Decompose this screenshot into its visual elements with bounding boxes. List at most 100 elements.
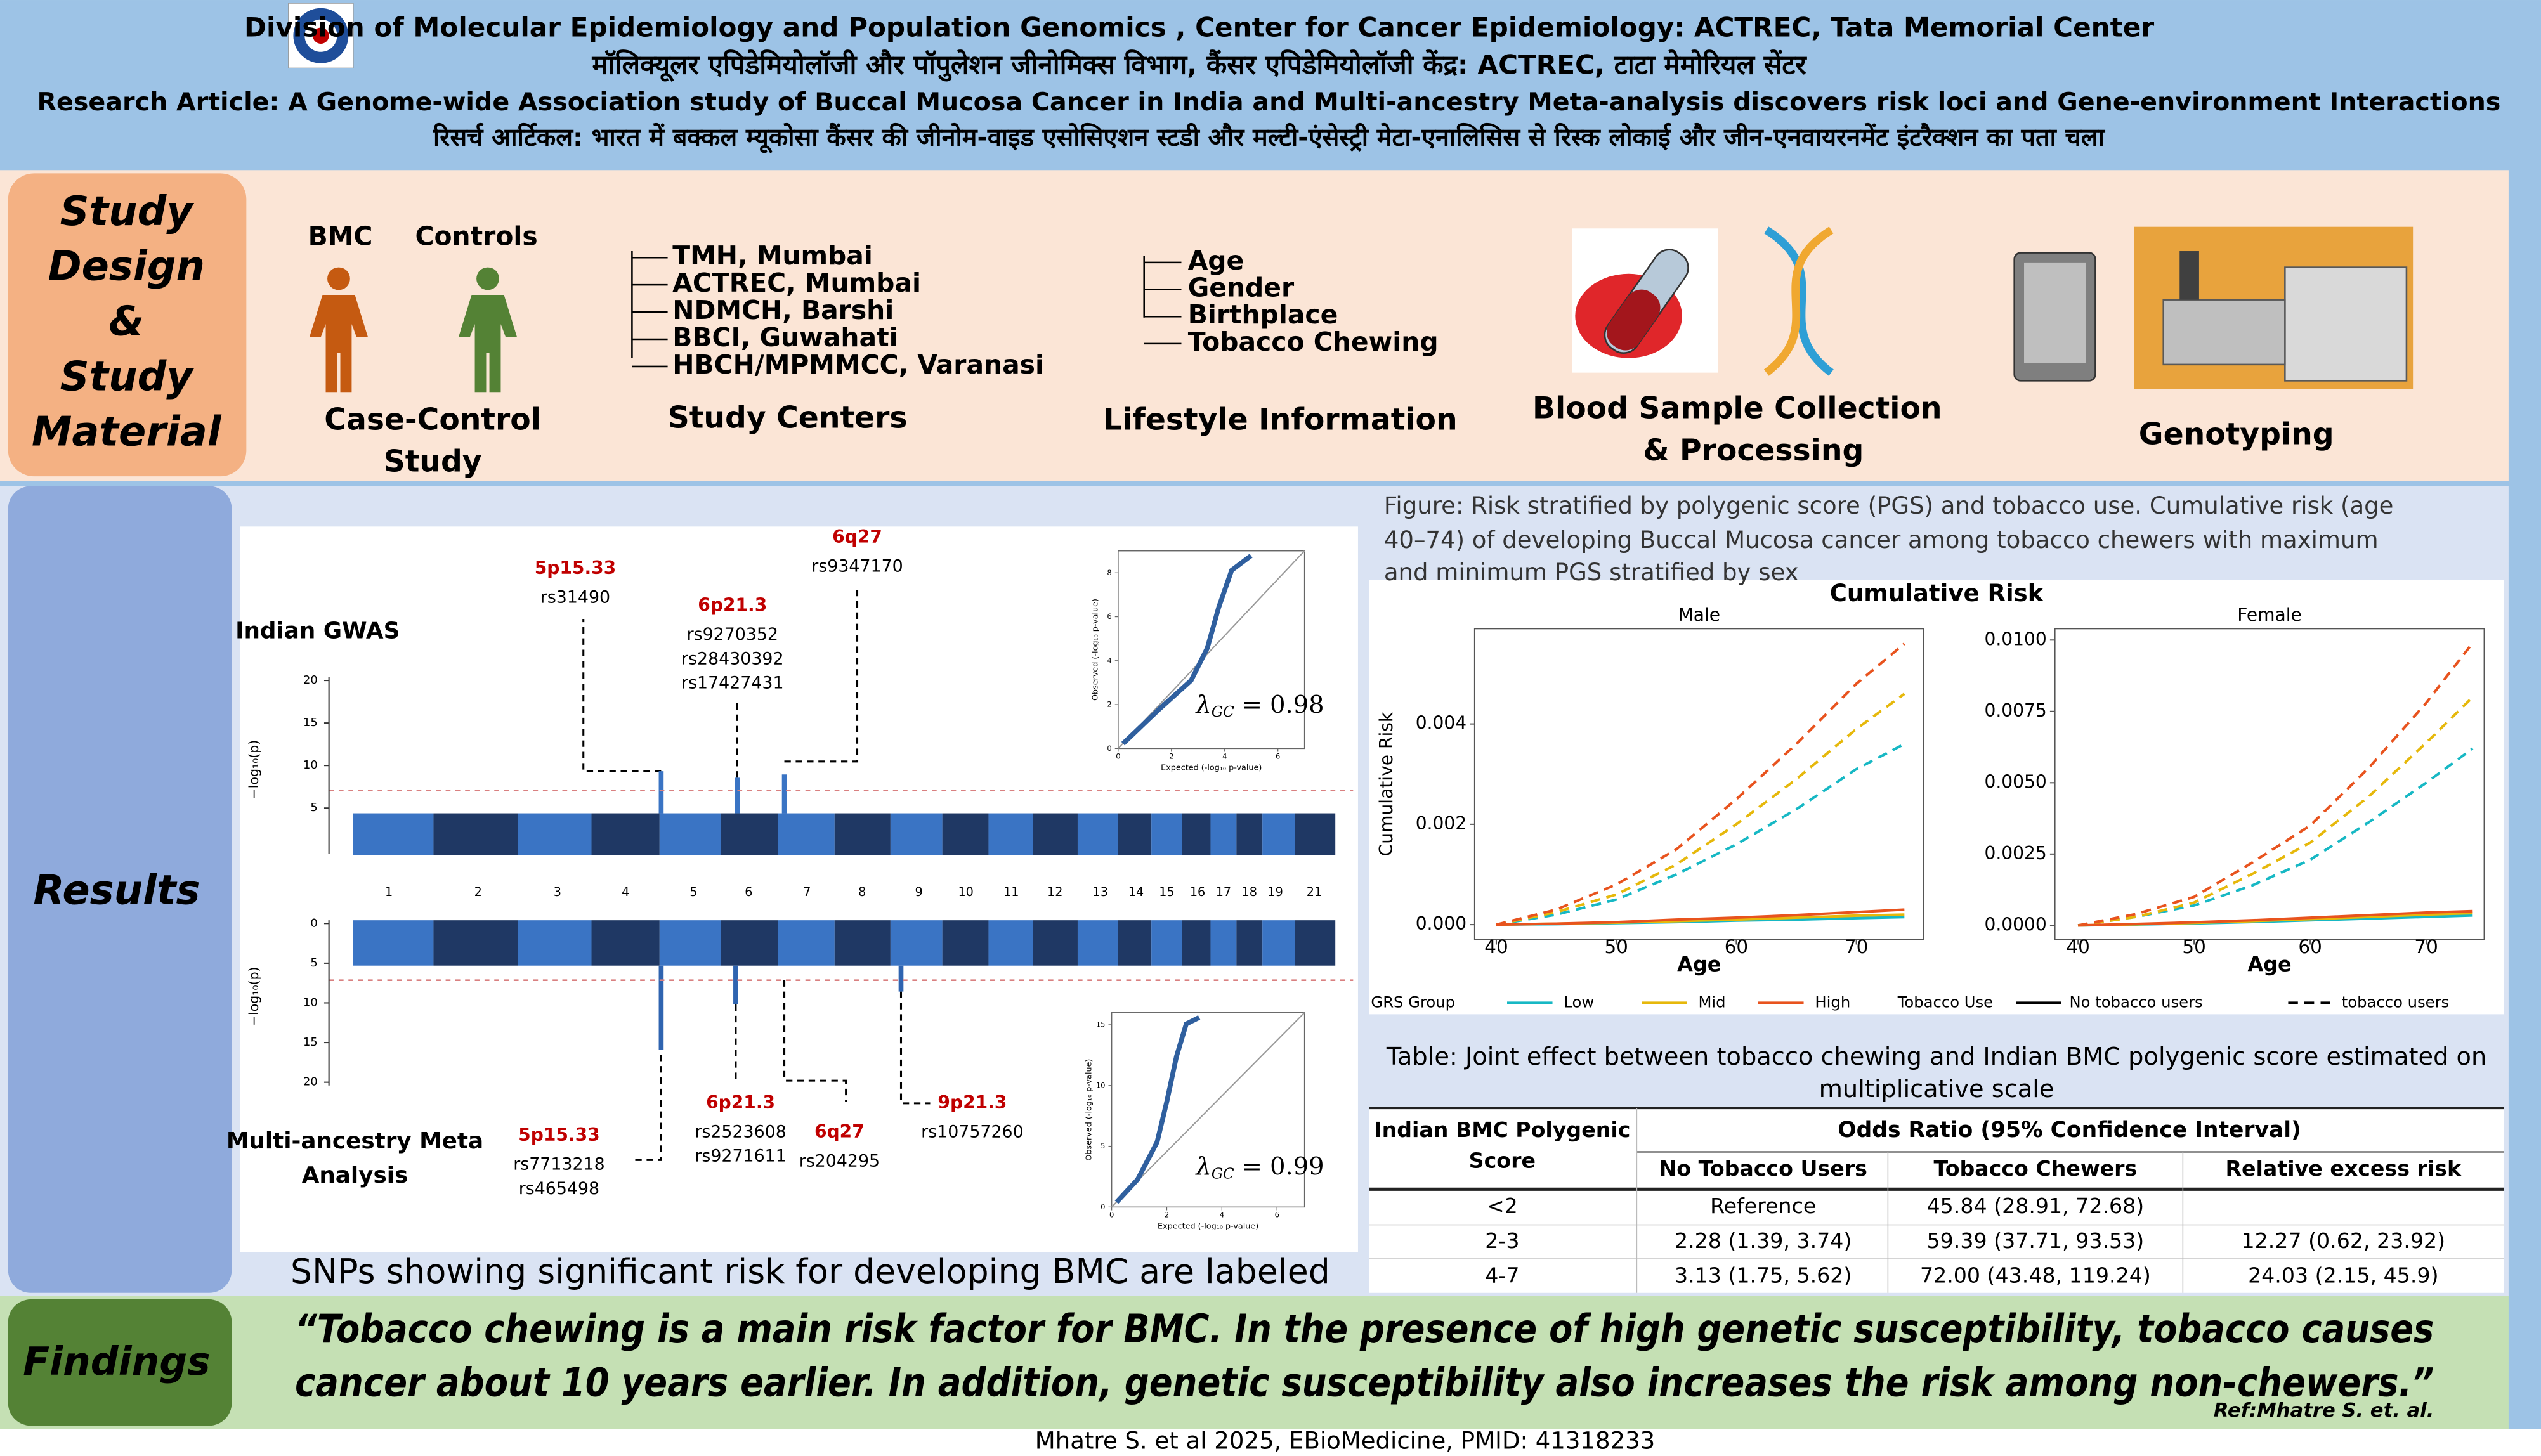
table-header: Tobacco Chewers bbox=[1933, 1156, 2137, 1181]
control-figure bbox=[459, 267, 517, 393]
risk-curve bbox=[1496, 908, 1905, 926]
y-tick-label: 4 bbox=[1107, 656, 1111, 665]
body bbox=[309, 295, 368, 393]
citation: Mhatre S. et al 2025, EBioMedicine, PMID… bbox=[1035, 1427, 1655, 1454]
chromosome-label: 19 bbox=[1267, 885, 1283, 899]
y-tick-label: 2 bbox=[1107, 700, 1111, 709]
x-tick-label: 6 bbox=[1276, 752, 1280, 761]
legend-label: Mid bbox=[1698, 992, 1725, 1011]
findings-band bbox=[0, 1296, 2509, 1429]
head bbox=[327, 267, 350, 290]
lambda-label: λGC = 0.99 bbox=[1194, 1152, 1324, 1182]
chromosome-label: 9 bbox=[915, 885, 922, 899]
legend-label: No tobacco users bbox=[2070, 992, 2203, 1011]
lambda-value: = 0.98 bbox=[1234, 691, 1324, 719]
legend-title: Tobacco Use bbox=[1897, 992, 1993, 1011]
chromosome-band bbox=[1182, 920, 1211, 966]
x-tick-label: 70 bbox=[1845, 936, 1868, 958]
center-item: BBCI, Guwahati bbox=[672, 322, 898, 353]
chromosome-label: 3 bbox=[554, 885, 561, 899]
chromosome-label: 7 bbox=[803, 885, 811, 899]
table-header: Indian BMC Polygenic bbox=[1374, 1117, 1630, 1142]
figure-caption: and minimum PGS stratified by sex bbox=[1384, 559, 1799, 586]
chromosome-band bbox=[1295, 920, 1336, 966]
axis-label: Cumulative Risk bbox=[1376, 712, 1397, 856]
table-cell: 4-7 bbox=[1485, 1263, 1519, 1288]
plot-title: Indian GWAS bbox=[235, 618, 400, 644]
y-tick-label: 0.004 bbox=[1416, 713, 1466, 734]
panel-title: Male bbox=[1678, 604, 1720, 625]
arrow bbox=[784, 586, 859, 763]
chromosome-label: 16 bbox=[1190, 885, 1205, 899]
chromosome-band bbox=[1295, 813, 1336, 855]
chromosome-label: 2 bbox=[474, 885, 482, 899]
block-title: Genotyping bbox=[2139, 417, 2334, 452]
design-label-box bbox=[8, 173, 247, 477]
table-caption: multiplicative scale bbox=[1819, 1075, 2054, 1103]
logo-dot bbox=[313, 27, 329, 44]
y-tick-label: 0.0075 bbox=[1984, 700, 2046, 721]
head bbox=[476, 267, 499, 290]
arrow bbox=[783, 980, 847, 1102]
x-tick-label: 40 bbox=[1484, 936, 1508, 958]
x-tick-label: 70 bbox=[2414, 936, 2438, 958]
table-cell: 45.84 (28.91, 72.68) bbox=[1927, 1193, 2145, 1218]
center-item: ACTREC, Mumbai bbox=[672, 268, 921, 298]
block-title: Study bbox=[384, 445, 482, 479]
snp-label: rs28430392 bbox=[681, 649, 783, 668]
y-tick-label: 0.002 bbox=[1416, 813, 1466, 834]
header-line: रिसर्च आर्टिकल: भारत में बक्कल म्यूकोसा … bbox=[433, 122, 2106, 153]
y-tick-label: 0.0100 bbox=[1984, 628, 2046, 649]
caption: SNPs showing significant risk for develo… bbox=[291, 1251, 1330, 1291]
chromosome-band bbox=[518, 920, 592, 966]
table-cell: 2.28 (1.39, 3.74) bbox=[1675, 1228, 1852, 1253]
arrow bbox=[635, 1020, 662, 1161]
footer-strip bbox=[0, 1429, 2541, 1456]
bmc-figure bbox=[309, 267, 368, 393]
chromosome-band bbox=[890, 920, 943, 966]
x-tick-label: 0 bbox=[1116, 752, 1120, 761]
qq-curve bbox=[1114, 1015, 1201, 1204]
x-tick-label: 6 bbox=[1275, 1211, 1279, 1219]
chromosome-band bbox=[353, 920, 434, 966]
chromosome-band bbox=[1262, 813, 1295, 855]
chromosome-band bbox=[518, 813, 592, 855]
section-label: & bbox=[108, 299, 144, 346]
chromosome-band bbox=[659, 813, 721, 855]
x-tick-label: 60 bbox=[1725, 936, 1748, 958]
section-label: Study bbox=[60, 353, 195, 400]
strand bbox=[1764, 226, 1834, 376]
reference: Ref:Mhatre S. et. al. bbox=[2214, 1400, 2434, 1422]
snp-label: rs31490 bbox=[540, 587, 610, 607]
results-label-box bbox=[8, 486, 232, 1293]
axis-label: Observed (-log₁₀ p-value) bbox=[1091, 599, 1101, 701]
plot-frame bbox=[1473, 628, 1924, 940]
chip-surface bbox=[2024, 262, 2086, 363]
section-label: Findings bbox=[23, 1339, 210, 1384]
chromosome-band bbox=[1182, 813, 1211, 855]
figure-caption: 40–74) of developing Buccal Mucosa cance… bbox=[1384, 526, 2379, 554]
section-label: Material bbox=[32, 408, 222, 455]
lifestyle-tree bbox=[1143, 256, 1182, 345]
snp-label: rs7713218 bbox=[513, 1154, 604, 1174]
chromosome-band bbox=[1151, 920, 1182, 966]
arrow bbox=[899, 991, 931, 1105]
risk-curve bbox=[1496, 692, 1905, 926]
chromosome-band bbox=[433, 920, 518, 966]
chromosome-band bbox=[1262, 920, 1295, 966]
lambda-symbol: λ bbox=[1194, 691, 1211, 719]
snp-label: rs17427431 bbox=[681, 673, 783, 693]
risk-curve bbox=[2078, 909, 2473, 927]
chromosome-band bbox=[1151, 813, 1182, 855]
chromosome-band bbox=[1118, 813, 1152, 855]
chromosome-band bbox=[1236, 813, 1263, 855]
y-tick-label: 0.0050 bbox=[1984, 771, 2046, 792]
plot-title: Multi-ancestry Meta bbox=[226, 1128, 483, 1154]
lifestyle-item: Tobacco Chewing bbox=[1188, 327, 1439, 357]
y-tick-label: 0 bbox=[1101, 1202, 1105, 1211]
chart-title: Cumulative Risk bbox=[1830, 580, 2044, 607]
chromosome-band bbox=[1077, 813, 1118, 855]
lambda-subscript: GC bbox=[1212, 1166, 1234, 1182]
qq-curve bbox=[1121, 554, 1253, 746]
